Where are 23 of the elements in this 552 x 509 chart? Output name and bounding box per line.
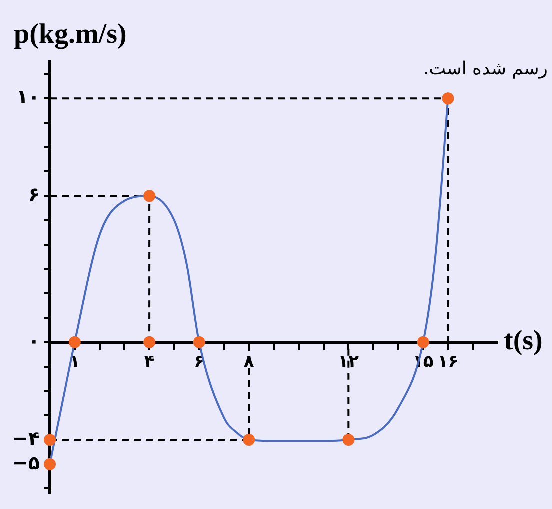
x-tick-label: ۱۶ (438, 352, 459, 372)
point (144, 190, 156, 202)
point (144, 336, 156, 348)
x-tick-label: ۱ (70, 352, 80, 372)
point (68, 336, 81, 348)
point (417, 336, 430, 348)
y-tick-label: ۰ (28, 330, 40, 352)
point (442, 92, 454, 105)
point (44, 434, 56, 446)
x-tick-label: ۶ (194, 352, 205, 372)
y-tick-label: −۴ (12, 428, 40, 450)
y-tick-label: −۵ (12, 452, 40, 474)
point (342, 434, 355, 446)
y-axis-title: p(kg.m/s) (14, 19, 127, 50)
point (243, 434, 256, 446)
y-tick-label: ۱۰ (16, 86, 40, 109)
y-tick-label: ۶ (28, 184, 40, 206)
point (193, 336, 206, 348)
annotation: رسم شده است. (423, 58, 548, 80)
point (44, 458, 56, 470)
x-tick-label: ۱۲ (338, 352, 360, 372)
x-tick-label: ۴ (144, 352, 155, 372)
x-axis-title: t(s) (504, 326, 543, 357)
